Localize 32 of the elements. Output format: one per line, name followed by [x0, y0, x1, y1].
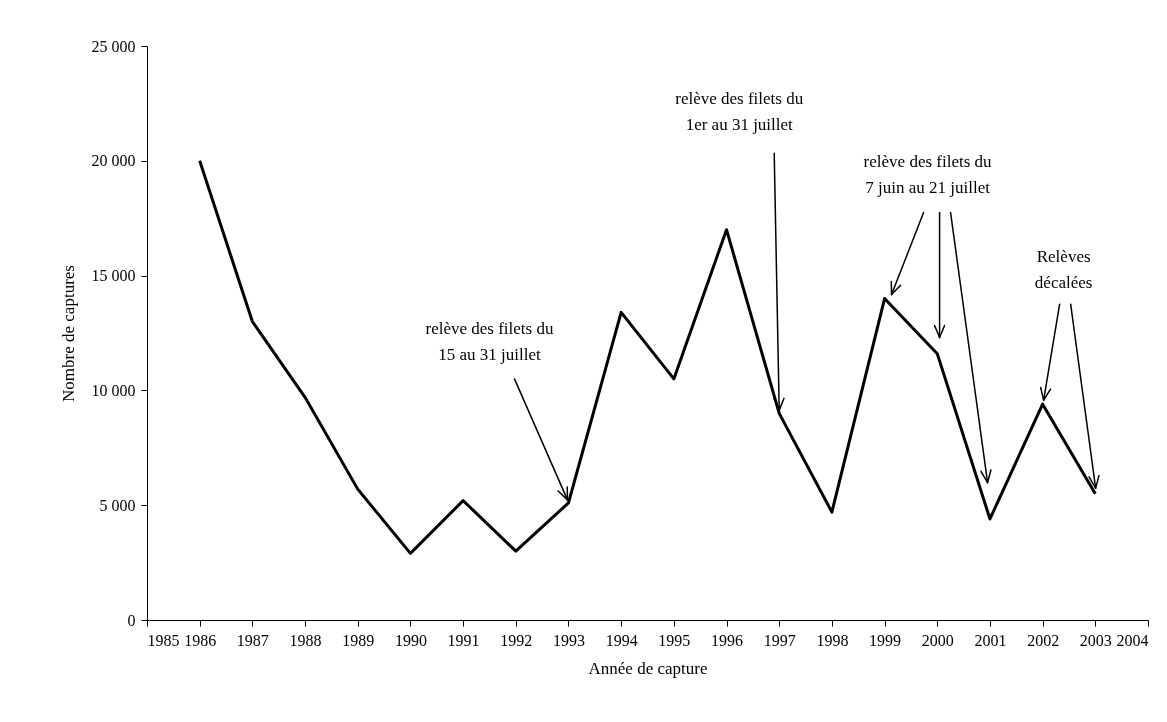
x-tick-label: 1990	[394, 631, 427, 649]
annotation: Relèves décalées	[1034, 247, 1093, 293]
y-tick-label: 0	[127, 611, 136, 629]
x-tick-label: 1994	[605, 631, 638, 649]
y-tick-label: 10 000	[91, 381, 136, 399]
x-tick-label: 1998	[816, 631, 849, 649]
x-tick-label: 1988	[289, 631, 322, 649]
annotation: relève des filets du 15 au 31 juillet	[425, 318, 554, 364]
annotation: relève des filets du 1er au 31 juillet	[675, 89, 804, 135]
y-axis-title: Nombre de captures	[58, 265, 78, 402]
x-tick-label: 2004	[1116, 631, 1149, 649]
x-tick-label: 1986	[184, 631, 217, 649]
annotation: relève des filets du 7 juin au 21 juillet	[863, 151, 993, 197]
x-tick-label: 2003	[1079, 631, 1112, 649]
x-tick-label: 1991	[447, 631, 480, 649]
x-tick-label: 1995	[658, 631, 691, 649]
x-tick-label: 1996	[711, 631, 744, 649]
x-tick-label: 1985	[147, 631, 180, 649]
x-tick-label: 1993	[552, 631, 585, 649]
y-tick-label: 15 000	[91, 267, 136, 285]
x-tick-label: 1989	[342, 631, 375, 649]
x-tick-label: 1992	[500, 631, 533, 649]
x-tick-label: 2002	[1027, 631, 1060, 649]
x-tick-label: 2000	[921, 631, 954, 649]
x-tick-label: 2001	[974, 631, 1007, 649]
x-axis-title: Année de capture	[588, 658, 708, 678]
x-tick-label: 1999	[869, 631, 902, 649]
y-tick-label: 25 000	[91, 37, 136, 55]
x-tick-label: 1987	[236, 631, 269, 649]
y-tick-label: 20 000	[91, 152, 136, 170]
y-tick-label: 5 000	[99, 496, 136, 514]
x-tick-label: 1997	[763, 631, 796, 649]
